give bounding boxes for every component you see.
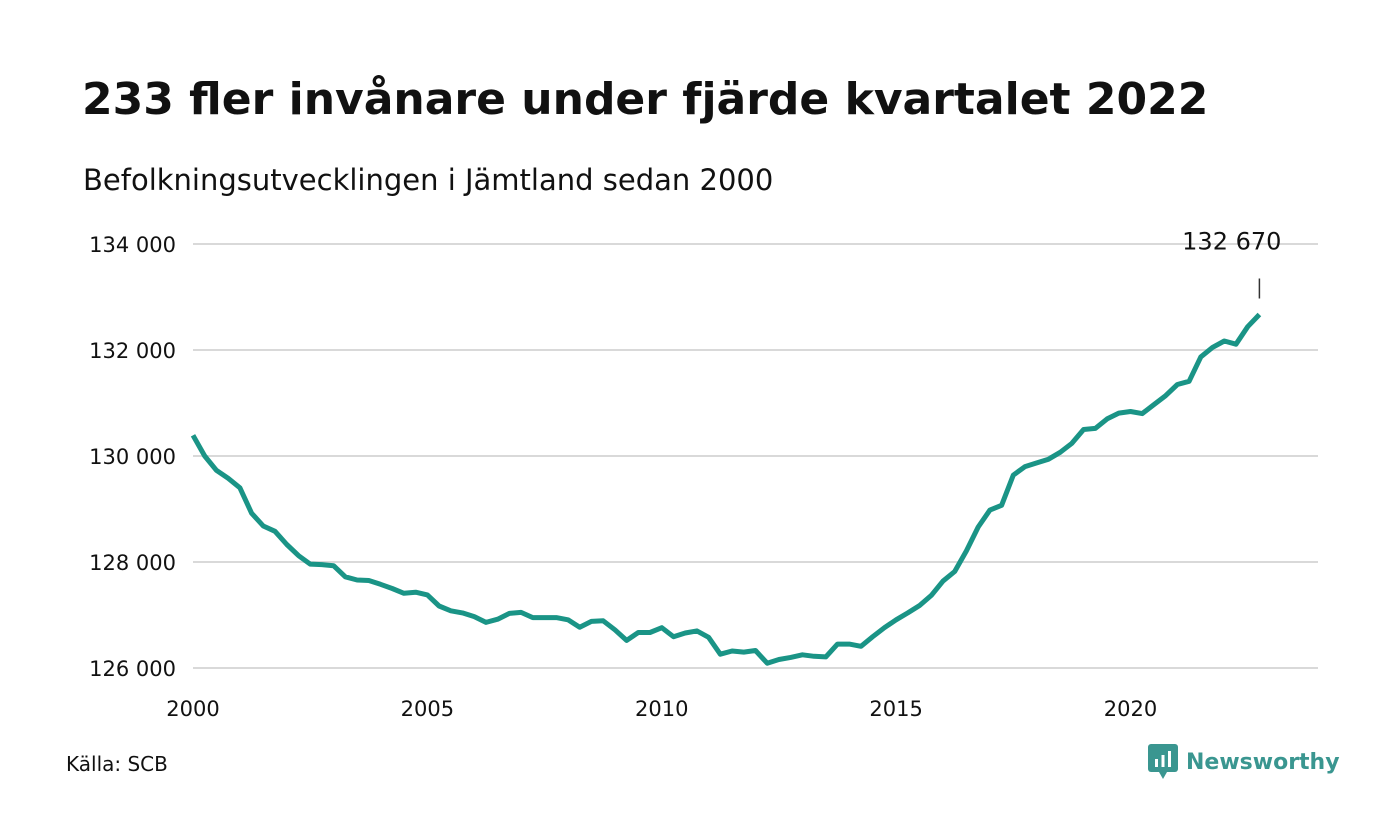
annotation-layer: 132 670 [1182,227,1281,299]
chart-subtitle: Befolkningsutvecklingen i Jämtland sedan… [83,163,774,197]
last-value-label: 132 670 [1182,227,1281,255]
brand-name: Newsworthy [1186,749,1340,775]
brand-logo: Newsworthy [1148,744,1340,780]
x-tick-label: 2000 [166,697,219,721]
x-tick-label: 2015 [869,697,922,721]
chart-title: 233 fler invånare under fjärde kvartalet… [82,74,1209,125]
x-tick-label: 2005 [401,697,454,721]
gridlines [193,243,1318,669]
y-tick-label: 128 000 [89,551,176,575]
y-axis-tick-labels: 126 000 128 000 130 000 132 000 134 000 [89,233,176,681]
newsworthy-logo-icon [1148,744,1178,779]
source-note: Källa: SCB [66,752,168,776]
x-tick-label: 2010 [635,697,688,721]
population-line [190,312,1262,666]
y-tick-label: 130 000 [89,445,176,469]
x-axis-tick-labels: 2000 2005 2010 2015 2020 [166,697,1157,721]
y-tick-label: 134 000 [89,233,176,257]
x-tick-label: 2020 [1104,697,1157,721]
y-tick-label: 132 000 [89,339,176,363]
series-layer [190,312,1262,666]
y-tick-label: 126 000 [89,657,176,681]
